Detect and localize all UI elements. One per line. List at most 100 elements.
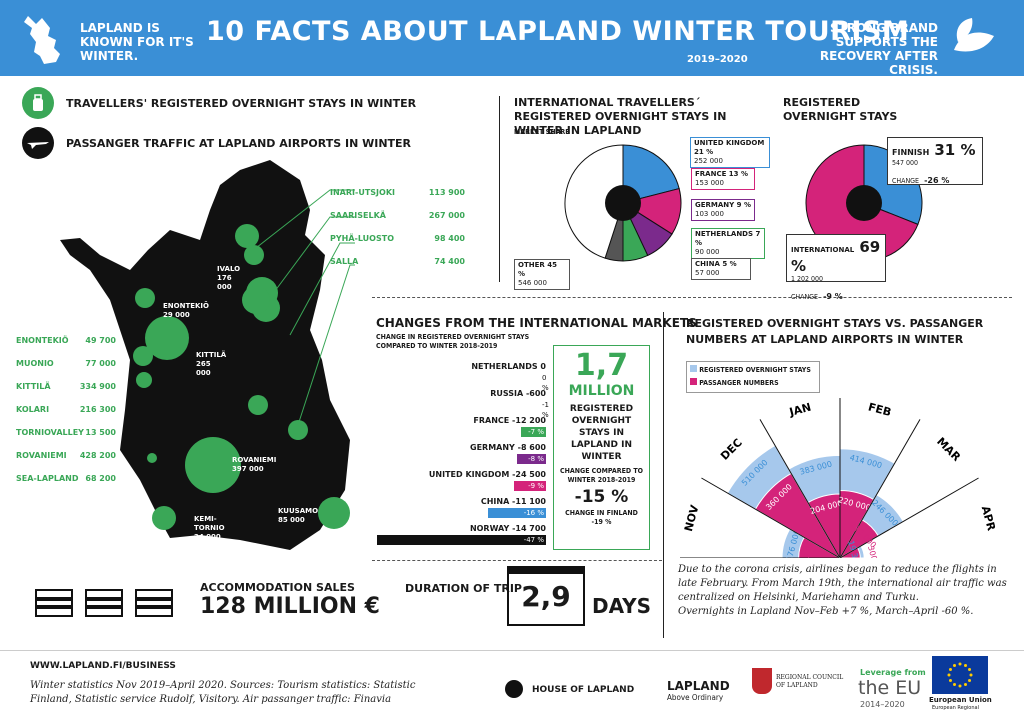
place-value: 113 900 bbox=[428, 188, 465, 197]
airport-label: KEMI-TORNIO 24 000 bbox=[194, 515, 225, 542]
separator bbox=[499, 96, 500, 282]
intl-title: INTERNATIONAL TRAVELLERS´ REGISTERED OVE… bbox=[514, 96, 727, 137]
pie-hole bbox=[605, 185, 641, 221]
change-label: NETHERLANDS 0 bbox=[471, 362, 546, 371]
footer-url[interactable]: WWW.LAPLAND.FI/BUSINESS bbox=[30, 661, 176, 671]
place-value: 98 400 bbox=[434, 234, 465, 243]
eu-fund: European Regional bbox=[932, 705, 979, 711]
council-text: REGIONAL COUNCIL OF LAPLAND bbox=[776, 674, 844, 689]
radial-month: DEC bbox=[718, 436, 745, 463]
airport-value: 397 000 bbox=[232, 465, 264, 473]
place-name: PYHÄ-LUOSTO bbox=[330, 234, 394, 243]
legend-stays: TRAVELLERS' REGISTERED OVERNIGHT STAYS I… bbox=[66, 97, 417, 110]
intl-label-box: OTHER 45 % 546 000 bbox=[514, 259, 570, 290]
legend-pass-label: PASSANGER NUMBERS bbox=[699, 379, 779, 387]
finnish-change: CHANGE bbox=[892, 177, 920, 185]
intl-label-name: FRANCE 13 % bbox=[695, 170, 748, 178]
radial-divider bbox=[839, 419, 921, 558]
change-pct: 0 % bbox=[542, 374, 549, 392]
reg-title: REGISTERED OVERNIGHT STAYS bbox=[783, 96, 898, 123]
map-bubble bbox=[244, 245, 264, 265]
above-ordinary: Above Ordinary bbox=[667, 693, 724, 702]
change-pct: -7 % bbox=[528, 428, 544, 436]
page-title: 10 FACTS ABOUT LAPLAND WINTER TOURISM bbox=[206, 16, 910, 47]
intl-label-name: CHINA 5 % bbox=[695, 260, 737, 268]
intl-val: 1 202 000 bbox=[791, 275, 824, 283]
place-name: KITTILÄ bbox=[16, 382, 51, 391]
eu-label: European Union bbox=[929, 696, 992, 704]
note-corona: Due to the corona crisis, airlines began… bbox=[678, 564, 1007, 603]
radial-divider bbox=[839, 477, 979, 558]
eu-star bbox=[958, 684, 962, 688]
legend-traffic: PASSANGER TRAFFIC AT LAPLAND AIRPORTS IN… bbox=[66, 137, 412, 150]
change-pct: -16 % bbox=[523, 509, 544, 517]
map-bubble bbox=[147, 453, 157, 463]
finnish-box: FINNISH 31 % 547 000 CHANGE -26 % bbox=[887, 137, 983, 185]
trip-label: DURATION OF TRIP bbox=[405, 582, 522, 595]
change-bar: 0 % bbox=[542, 373, 549, 392]
place-value: 334 900 bbox=[79, 382, 116, 391]
finnish-label: FINNISH bbox=[892, 148, 930, 157]
intl-subtitle: MARKET SHARE bbox=[514, 128, 570, 136]
million-change-value: -15 % bbox=[574, 487, 629, 507]
intl-label: INTERNATIONAL bbox=[791, 246, 855, 254]
airport-value: 265 000 bbox=[196, 360, 211, 377]
council-crest-icon bbox=[752, 668, 772, 694]
map-bubble bbox=[318, 497, 350, 529]
eu-years: 2014–2020 bbox=[860, 700, 905, 709]
changes-subtitle: CHANGE IN REGISTERED OVERNIGHT STAYS COM… bbox=[376, 333, 530, 350]
place-value: 68 200 bbox=[85, 474, 116, 483]
intl-label-name: OTHER 45 % bbox=[518, 261, 557, 278]
airport-label: KITTILÄ 265 000 bbox=[196, 351, 226, 378]
separator bbox=[372, 297, 1012, 298]
house-of-lapland: HOUSE OF LAPLAND bbox=[532, 685, 635, 695]
header-banner bbox=[0, 0, 1024, 76]
change-pct: -1 % bbox=[542, 401, 549, 419]
finnish-pct: 31 % bbox=[934, 141, 976, 159]
place-value: 216 300 bbox=[79, 405, 116, 414]
header-years: 2019–2020 bbox=[687, 54, 748, 65]
place-row: TORNIOVALLEY 13 500 bbox=[16, 428, 116, 451]
change-row: RUSSIA -600 -1 % bbox=[376, 389, 549, 419]
legend-stays-label: REGISTERED OVERNIGHT STAYS bbox=[699, 366, 811, 374]
radial-pass-label: 1 300 bbox=[864, 537, 879, 558]
trip-unit: DAYS bbox=[592, 594, 652, 618]
intl-label-box: FRANCE 13 % 153 000 bbox=[691, 168, 755, 190]
place-value: 13 500 bbox=[85, 428, 116, 437]
separator bbox=[663, 312, 664, 638]
change-label: FRANCE -12 200 bbox=[473, 416, 546, 425]
airport-value: 85 000 bbox=[278, 516, 305, 524]
intl-label-box: CHINA 5 % 57 000 bbox=[691, 258, 751, 280]
map-bubble bbox=[242, 286, 270, 314]
map-bubble bbox=[152, 506, 176, 530]
eu-star bbox=[958, 662, 962, 666]
radial-month: MAR bbox=[934, 435, 963, 464]
radial-month: JAN bbox=[787, 401, 812, 419]
million-change-label: CHANGE COMPARED TO WINTER 2018-2019 bbox=[559, 467, 643, 484]
place-row: KOLARI 216 300 bbox=[16, 405, 116, 428]
pie-slice bbox=[622, 144, 680, 204]
intl-box: INTERNATIONAL 69 % 1 202 000 CHANGE -9 % bbox=[786, 234, 886, 301]
airport-name: ROVANIEMI bbox=[232, 456, 277, 464]
intl-change-val: -9 % bbox=[823, 292, 843, 301]
airport-label: ROVANIEMI 397 000 bbox=[232, 456, 276, 474]
header-left-text: LAPLAND IS KNOWN FOR IT'S WINTER. bbox=[80, 21, 194, 63]
radial-divider bbox=[759, 419, 841, 558]
intl-label-value: 153 000 bbox=[695, 179, 724, 187]
map-bubble bbox=[133, 346, 153, 366]
change-label: RUSSIA -600 bbox=[490, 389, 546, 398]
intl-label-name: GERMANY 9 % bbox=[695, 201, 751, 209]
place-value: 77 000 bbox=[85, 359, 116, 368]
airports-title: REGISTERED OVERNIGHT STAYS VS. PASSANGER… bbox=[686, 317, 984, 346]
intl-label-value: 57 000 bbox=[695, 269, 720, 277]
airport-label: KUUSAMO 85 000 bbox=[278, 507, 318, 525]
change-pct: -47 % bbox=[523, 536, 544, 544]
radial-divider bbox=[701, 477, 841, 558]
change-bar: -9 % bbox=[513, 481, 546, 491]
pie-slice bbox=[564, 144, 624, 259]
place-row: ROVANIEMI 428 200 bbox=[16, 451, 116, 474]
airport-value: 24 000 bbox=[194, 533, 221, 541]
place-name: TORNIOVALLEY bbox=[16, 428, 84, 437]
intl-label-name: UNITED KINGDOM 21 % bbox=[694, 139, 765, 156]
change-pct: -8 % bbox=[528, 455, 544, 463]
